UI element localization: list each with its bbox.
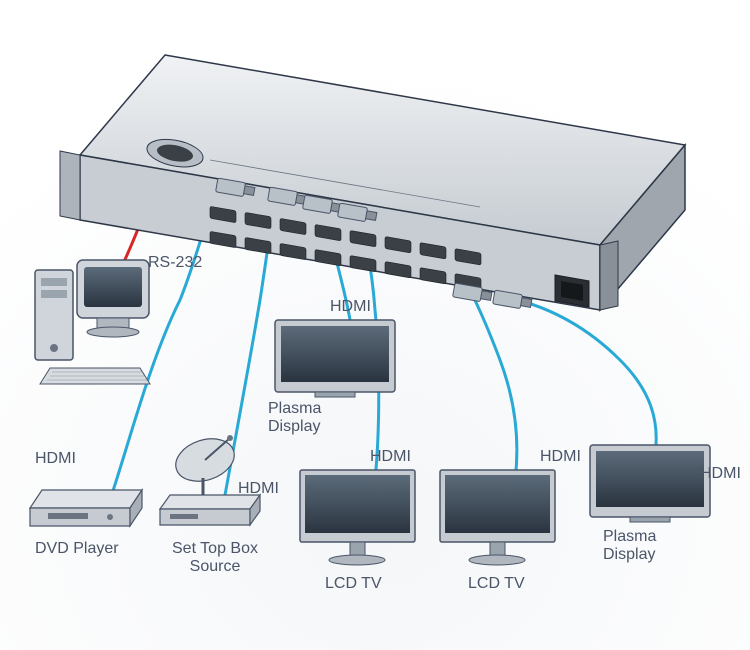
plasma-display-1-icon	[275, 320, 395, 397]
lcd2-hdmi-label: HDMI	[540, 448, 581, 466]
lcd2-label: LCD TV	[468, 575, 525, 593]
stb-hdmi-label: HDMI	[238, 480, 279, 498]
dvd-hdmi-label: HDMI	[35, 450, 76, 468]
plasma2-hdmi-label: HDMI	[700, 465, 741, 483]
lcd1-label: LCD TV	[325, 575, 382, 593]
stb-label: Set Top Box Source	[155, 540, 275, 576]
plasma1-label: Plasma Display	[268, 400, 348, 436]
dvd-player-icon	[30, 490, 142, 526]
plasma-display-2-icon	[590, 445, 710, 522]
power-inlet	[555, 275, 589, 307]
plasma1-hdmi-label: HDMI	[330, 298, 371, 316]
rs232-label: RS-232	[148, 254, 202, 272]
lcd1-hdmi-label: HDMI	[370, 448, 411, 466]
plasma2-label: Plasma Display	[603, 528, 693, 564]
dvd-label: DVD Player	[35, 540, 119, 558]
